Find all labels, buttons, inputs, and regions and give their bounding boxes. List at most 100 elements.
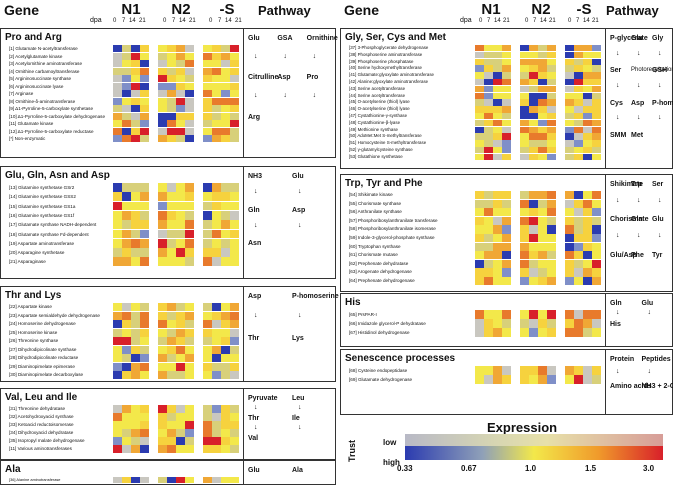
- gene-label: [44] Serine acetyltransferase: [349, 92, 406, 98]
- heatmap-cell: [212, 82, 221, 90]
- heatmap-cell: [583, 310, 592, 319]
- heatmap-cell: [574, 277, 583, 286]
- heatmap-cell: [212, 238, 221, 248]
- heatmap-cell: [158, 192, 167, 202]
- pathway-metabolite: Gln: [248, 206, 260, 214]
- heatmap-cell: [529, 242, 538, 251]
- heatmap-cell: [592, 58, 601, 65]
- heatmap-cell: [167, 135, 176, 143]
- heatmap-cell: [475, 251, 484, 260]
- gene-label: [5] Argininosuccinate synthase: [9, 76, 72, 81]
- heatmap-cell: [176, 238, 185, 248]
- heatmap-cell: [185, 413, 194, 421]
- heatmap-cell: [122, 120, 131, 128]
- heatmap-cell: [493, 140, 502, 147]
- heatmap-cell: [592, 310, 601, 319]
- heatmap-cell: [592, 119, 601, 127]
- heatmap-cell: [113, 303, 122, 312]
- heatmap-cell: [538, 191, 547, 200]
- heatmap-cell: [484, 259, 493, 268]
- heatmap-cell: [520, 99, 529, 106]
- pathway-arrow-icon: ↓: [616, 49, 620, 57]
- heatmap-cell: [131, 238, 140, 248]
- heatmap-cell: [538, 72, 547, 79]
- timepoint-label: 21: [235, 18, 242, 24]
- heatmap-cell: [475, 45, 484, 52]
- heatmap-cell: [140, 445, 149, 453]
- heatmap-cell: [176, 97, 185, 105]
- heatmap-cell: [529, 191, 538, 200]
- heatmap-cell: [502, 191, 511, 200]
- heatmap-cell: [538, 147, 547, 154]
- heatmap-cell: [529, 92, 538, 99]
- pathway-arrow-icon: ↓: [658, 196, 662, 204]
- heatmap-cell: [176, 67, 185, 75]
- heatmap-cell: [493, 85, 502, 93]
- heatmap-cell: [212, 75, 221, 83]
- heatmap-cell: [113, 445, 122, 453]
- heatmap-cell: [230, 192, 239, 202]
- pathway-metabolite: Arg: [248, 113, 261, 121]
- expression-legend: Expression Trust high low: [347, 420, 665, 482]
- heatmap-cell: [592, 153, 601, 161]
- heatmap-cell: [221, 52, 230, 60]
- heatmap-cell: [520, 251, 529, 260]
- gene-label: [61] Chorismate mutase: [349, 252, 398, 258]
- heatmap-cell: [475, 191, 484, 200]
- heatmap-cell: [538, 126, 547, 133]
- heatmap-cell: [520, 319, 529, 328]
- heatmap-cell: [529, 147, 538, 154]
- heatmap-cell: [502, 251, 511, 260]
- heatmap-cell: [583, 277, 592, 286]
- heatmap-cell: [520, 277, 529, 286]
- heatmap-cell: [167, 75, 176, 83]
- heatmap-cell: [176, 248, 185, 257]
- heatmap-cell: [140, 477, 149, 483]
- gene-label: [47] Cystathionine-γ-synthase: [349, 113, 408, 118]
- section-title: His: [345, 297, 361, 308]
- heatmap-cell: [484, 45, 493, 52]
- heatmap-cell: [583, 140, 592, 147]
- heatmap-cell: [221, 112, 230, 120]
- heatmap-cell: [221, 90, 230, 98]
- heatmap-cell: [565, 259, 574, 268]
- gene-label: [33] Ketoacid reductoisomerase: [9, 422, 74, 427]
- heatmap-cell: [529, 106, 538, 113]
- heatmap-cell: [565, 140, 574, 147]
- heatmap-cell: [113, 477, 122, 483]
- heatmap-cell: [475, 51, 484, 59]
- heatmap-cell: [176, 183, 185, 192]
- heatmap-cell: [203, 97, 212, 105]
- heatmap-cell: [493, 375, 502, 384]
- heatmap-cell: [583, 119, 592, 127]
- heatmap-cell: [140, 362, 149, 371]
- heatmap-cell: [167, 183, 176, 192]
- heatmap-cell: [140, 248, 149, 257]
- heatmap-cell: [484, 191, 493, 200]
- heatmap-cell: [538, 133, 547, 140]
- heatmap-cell: [493, 153, 502, 161]
- heatmap-cell: [520, 216, 529, 225]
- gene-label: [40] Serine hydroxymethyltransferase: [349, 65, 422, 71]
- heatmap-cell: [230, 201, 239, 211]
- heatmap-cell: [140, 354, 149, 363]
- heatmap-cell: [529, 225, 538, 234]
- heatmap-cell: [212, 135, 221, 143]
- legend-low-trust-bar: [405, 434, 663, 446]
- heatmap-cell: [538, 251, 547, 260]
- gene-label: [12] Δ1-Pyrroline-5-carboxylate reductas…: [9, 128, 94, 134]
- heatmap-cell: [221, 60, 230, 68]
- heatmap-cell: [158, 337, 167, 346]
- heatmap-cell: [484, 319, 493, 328]
- heatmap-cell: [565, 126, 574, 133]
- heatmap-cell: [122, 135, 131, 143]
- heatmap-cell: [538, 259, 547, 268]
- heatmap-cell: [113, 345, 122, 354]
- heatmap-cell: [547, 375, 556, 384]
- heatmap-cell: [203, 421, 212, 429]
- heatmap-cell: [185, 477, 194, 483]
- heatmap-cell: [122, 112, 131, 120]
- pathway-metabolite: Gln: [631, 216, 643, 224]
- heatmap-cell: [185, 90, 194, 98]
- heatmap-cell: [538, 153, 547, 161]
